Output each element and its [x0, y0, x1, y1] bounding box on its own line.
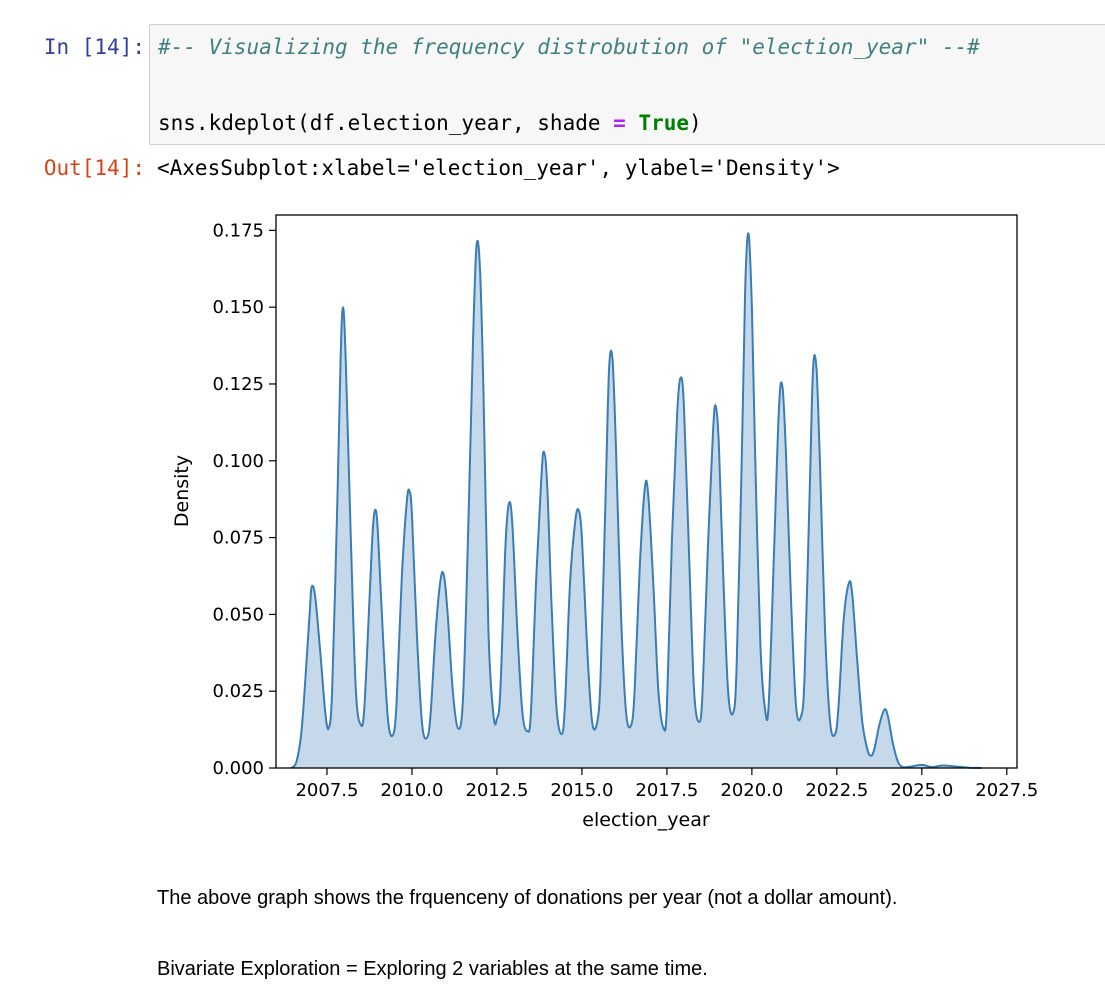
kde-line-layer: [290, 232, 982, 769]
x-tick-label: 2010.0: [380, 780, 443, 801]
y-axis-ticks: 0.000 0.025 0.050 0.075 0.100 0.125 0.150 0.175: [212, 220, 276, 779]
y-tick-label: 0.025: [212, 681, 264, 702]
code-input-area[interactable]: #-- Visualizing the frequency distrobuti…: [149, 24, 1105, 145]
x-tick-label: 2012.5: [465, 780, 528, 801]
y-tick-label: 0.125: [212, 374, 264, 395]
y-tick-label: 0.150: [212, 297, 264, 318]
axes-frame: [275, 214, 1018, 769]
markdown-paragraph-2: Bivariate Exploration = Exploring 2 vari…: [157, 958, 708, 980]
x-tick-label: 2027.5: [975, 780, 1038, 801]
x-tick-label: 2025.0: [890, 780, 953, 801]
y-tick-label: 0.100: [212, 451, 264, 472]
code-keyword: True: [638, 111, 690, 135]
y-tick-label: 0.000: [212, 758, 264, 779]
code-space: [626, 111, 639, 135]
density-line: [290, 232, 982, 769]
code-comment: #-- Visualizing the frequency distrobuti…: [158, 35, 980, 59]
code-call: sns.kdeplot(df.election_year, shade: [158, 111, 614, 135]
y-tick-label: 0.075: [212, 528, 264, 549]
x-tick-label: 2020.0: [720, 780, 783, 801]
kde-fill-layer: [291, 233, 982, 768]
x-axis-ticks: 2007.5 2010.0 2012.5 2015.0 2017.5 2020.0 2022…: [295, 768, 1038, 801]
output-repr: <AxesSubplot:xlabel='election_year', yla…: [157, 156, 840, 180]
markdown-paragraph-1: The above graph shows the frquenceny of …: [157, 887, 898, 909]
input-prompt: In [14]:: [43, 35, 145, 59]
code-call-line: sns.kdeplot(df.election_year, shade = Tr…: [158, 110, 702, 136]
x-tick-label: 2007.5: [295, 780, 358, 801]
x-tick-label: 2017.5: [635, 780, 698, 801]
y-tick-label: 0.050: [212, 604, 264, 625]
y-axis-label: Density: [171, 455, 193, 527]
density-fill-area: [291, 233, 982, 768]
x-tick-label: 2022.5: [805, 780, 868, 801]
code-close-paren: ): [689, 111, 702, 135]
output-prompt: Out[14]:: [43, 156, 145, 180]
code-comment-line: #-- Visualizing the frequency distrobuti…: [158, 34, 980, 60]
kde-plot: 0.000 0.025 0.050 0.075 0.100 0.125 0.150 0.175…: [171, 214, 1038, 831]
x-tick-label: 2015.0: [550, 780, 613, 801]
y-tick-label: 0.175: [212, 220, 264, 241]
x-axis-label: election_year: [582, 809, 710, 831]
code-operator: =: [613, 111, 626, 135]
